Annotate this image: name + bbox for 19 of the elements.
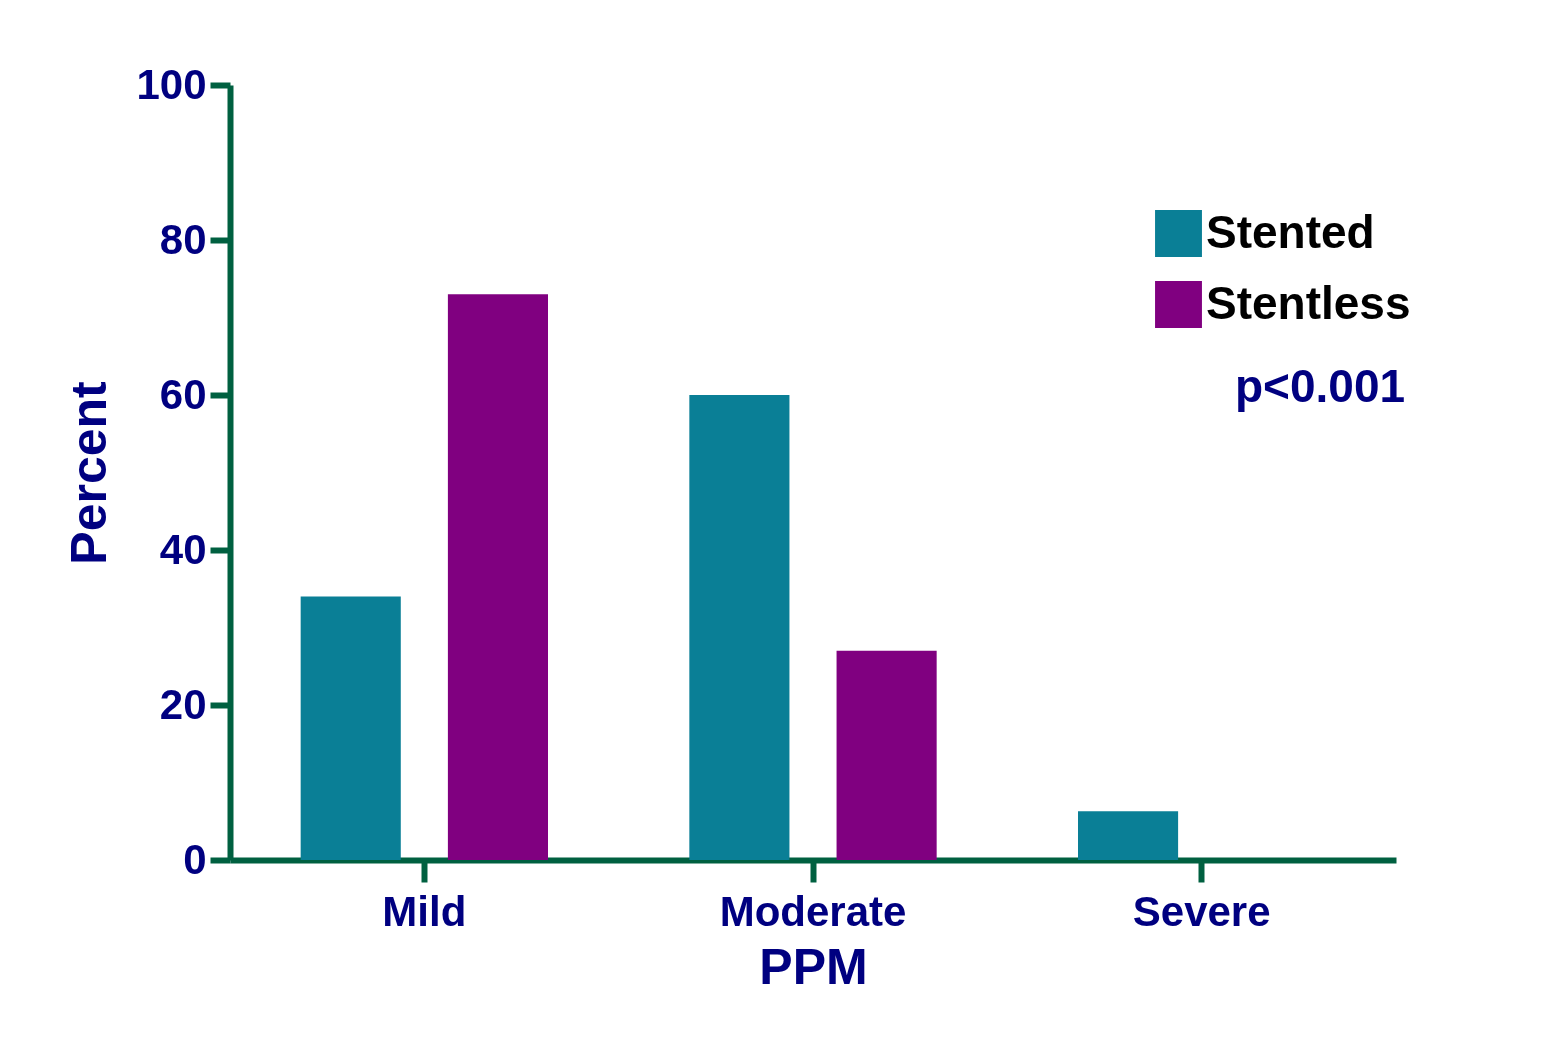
- y-tick-label: 60: [159, 370, 207, 418]
- y-tick-label: 100: [136, 60, 207, 108]
- y-tick-label: 40: [159, 525, 207, 573]
- legend-label: Stentless: [1206, 276, 1411, 329]
- y-tick-label: 80: [159, 215, 207, 263]
- y-axis-title: Percent: [61, 380, 118, 565]
- x-tick-label: Mild: [382, 887, 467, 935]
- bar: [300, 596, 401, 860]
- x-axis-title: PPM: [759, 938, 868, 995]
- y-tick-label: 20: [159, 680, 207, 728]
- x-tick-label: Severe: [1132, 887, 1271, 935]
- y-tick-label: 0: [183, 835, 207, 883]
- legend-label: Stented: [1206, 205, 1375, 258]
- bar: [836, 650, 937, 860]
- annotation: p<0.001: [1234, 360, 1406, 412]
- bar: [689, 395, 790, 860]
- x-tick-label: Moderate: [719, 887, 907, 935]
- bar: [447, 294, 548, 860]
- bar: [1078, 811, 1179, 860]
